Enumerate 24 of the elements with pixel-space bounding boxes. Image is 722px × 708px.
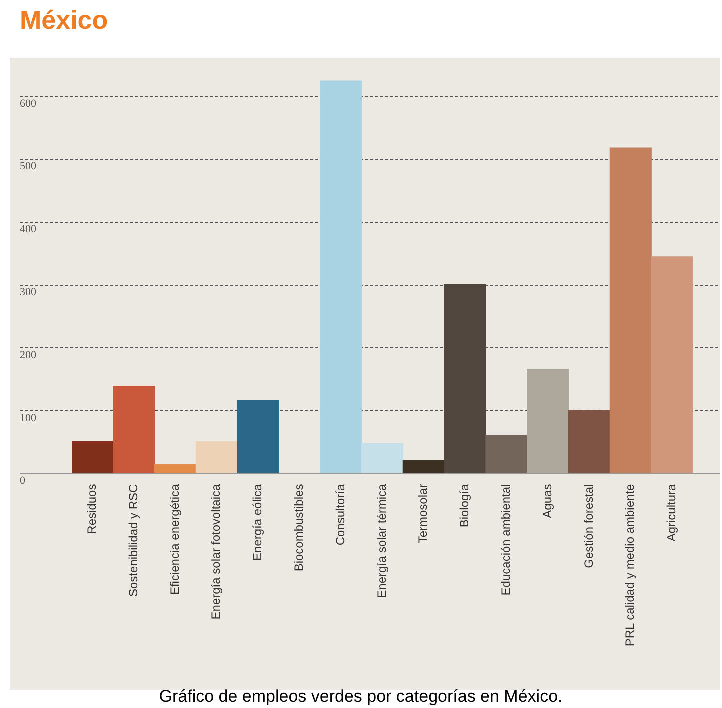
- y-tick-label: 0: [20, 475, 26, 488]
- x-tick-label: Agricultura: [664, 484, 679, 542]
- y-tick-label: 600: [20, 98, 37, 110]
- x-tick-label: Energía solar fotovoltaica: [209, 484, 224, 620]
- x-tick-label: Educación ambiental: [499, 484, 514, 596]
- x-tick-label: Residuos: [85, 484, 100, 534]
- x-tick-label: Energía eólica: [250, 484, 265, 562]
- x-tick-label: Energía solar térmica: [374, 484, 389, 598]
- x-tick-label: Biología: [458, 484, 472, 528]
- y-tick-label: 200: [20, 349, 37, 362]
- x-tick-label: Eficiencia energética: [168, 484, 182, 596]
- y-tick-label: 300: [20, 286, 37, 298]
- y-tick-label: 100: [20, 412, 37, 424]
- x-tick-label: PRL calidad y medio ambiente: [623, 484, 638, 647]
- y-tick-label: 400: [20, 224, 37, 236]
- text: Gráfico de empleos verdes por categorías en México.: [159, 687, 563, 706]
- x-tick-label: Sostenibilidad y RSC: [126, 484, 140, 598]
- x-tick-label: Gestión forestal: [582, 484, 596, 568]
- chart-title: México: [20, 4, 108, 35]
- y-tick-label: 500: [20, 160, 37, 173]
- x-tick-label: Aguas: [540, 484, 554, 518]
- x-tick-label: Consultoría: [333, 484, 348, 546]
- x-tick-label: Biocombustibles: [292, 484, 306, 572]
- x-tick-label: Termosolar: [416, 484, 430, 544]
